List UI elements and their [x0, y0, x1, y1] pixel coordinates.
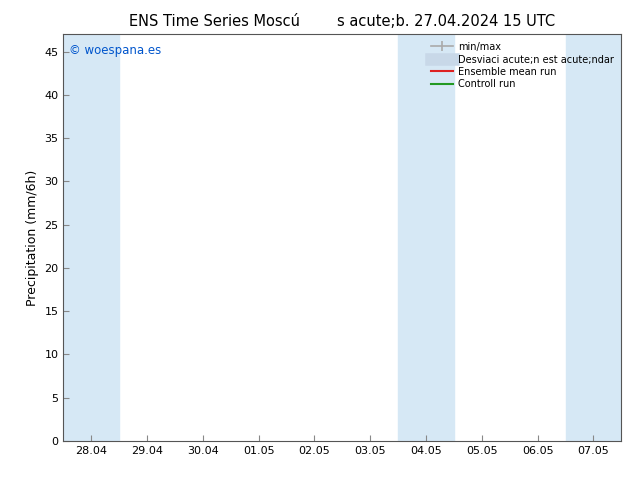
Text: © woespana.es: © woespana.es: [69, 45, 161, 57]
Bar: [398, 34, 454, 441]
Y-axis label: Precipitation (mm/6h): Precipitation (mm/6h): [26, 170, 39, 306]
Title: ENS Time Series Moscú        s acute;b. 27.04.2024 15 UTC: ENS Time Series Moscú s acute;b. 27.04.2…: [129, 14, 555, 29]
Bar: [566, 34, 621, 441]
Legend: min/max, Desviaci acute;n est acute;ndar, Ensemble mean run, Controll run: min/max, Desviaci acute;n est acute;ndar…: [429, 39, 616, 92]
Bar: [63, 34, 119, 441]
